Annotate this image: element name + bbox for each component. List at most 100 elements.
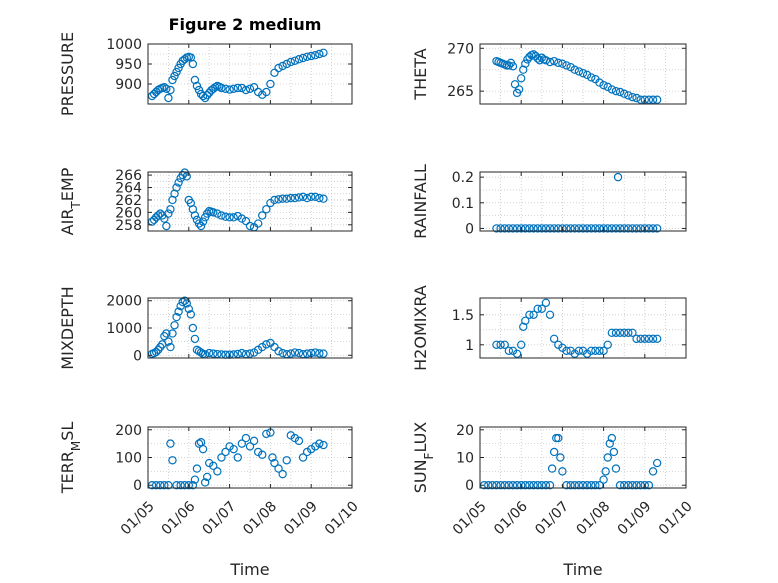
data-point bbox=[624, 224, 633, 233]
data-point bbox=[233, 83, 242, 93]
data-point bbox=[237, 83, 247, 93]
data-point bbox=[190, 211, 200, 220]
data-point bbox=[574, 481, 584, 490]
data-point bbox=[166, 85, 175, 95]
y-label-part: SL bbox=[58, 422, 77, 441]
data-point bbox=[648, 334, 658, 343]
y-tick-label: 264 bbox=[115, 181, 142, 197]
data-point bbox=[652, 458, 662, 468]
data-point bbox=[198, 444, 208, 454]
data-point bbox=[488, 481, 497, 490]
data-point bbox=[533, 481, 542, 490]
data-point bbox=[196, 221, 206, 231]
data-point bbox=[229, 84, 238, 94]
y-tick-label: 266 bbox=[115, 168, 142, 184]
data-point bbox=[213, 209, 222, 218]
y-label-part: LUX bbox=[411, 422, 430, 453]
data-point bbox=[190, 75, 200, 85]
data-point bbox=[607, 85, 617, 94]
data-point bbox=[652, 334, 662, 343]
data-point bbox=[519, 322, 528, 331]
data-point bbox=[188, 323, 198, 333]
data-point bbox=[545, 224, 555, 233]
data-point bbox=[492, 224, 501, 233]
data-point bbox=[611, 224, 621, 233]
subplot-5: 0 1000 2000 MIXDEPTH bbox=[58, 286, 353, 370]
data-point bbox=[632, 93, 641, 103]
x-tick-label: 01/05 bbox=[450, 498, 490, 538]
y-tick-label: 262 bbox=[115, 193, 142, 209]
data-point bbox=[599, 80, 608, 90]
axes-frame bbox=[479, 171, 687, 232]
x-tick-label: 01/09 bbox=[281, 498, 321, 538]
data-point bbox=[286, 349, 295, 358]
data-point bbox=[582, 70, 592, 80]
data-point bbox=[160, 214, 169, 223]
data-point bbox=[562, 224, 571, 233]
data-point bbox=[156, 481, 165, 490]
data-point bbox=[258, 450, 267, 459]
data-point bbox=[603, 224, 612, 233]
data-point bbox=[237, 439, 247, 448]
data-point bbox=[615, 328, 625, 337]
data-point bbox=[202, 90, 212, 100]
data-point bbox=[535, 56, 544, 65]
data-point bbox=[525, 52, 534, 62]
data-point bbox=[194, 219, 204, 228]
data-point bbox=[151, 481, 161, 490]
y-label-part: AIR bbox=[58, 209, 77, 236]
data-point bbox=[562, 61, 571, 70]
y-axis-label: TERRMSL bbox=[58, 422, 83, 495]
data-point bbox=[245, 84, 255, 94]
data-point bbox=[302, 193, 312, 203]
data-point bbox=[595, 481, 604, 490]
data-point bbox=[587, 224, 596, 233]
data-point bbox=[620, 89, 629, 98]
y-label-part: TERR bbox=[58, 451, 77, 494]
data-point bbox=[484, 481, 493, 490]
y-tick-label: 0.2 bbox=[452, 170, 474, 186]
data-point bbox=[644, 334, 654, 343]
data-point bbox=[648, 224, 658, 233]
data-point bbox=[566, 224, 575, 233]
data-point bbox=[241, 216, 251, 226]
y-tick-label: 0 bbox=[465, 478, 474, 494]
data-point bbox=[164, 337, 173, 346]
subplot-6: 1 1.5 H2OMIXRA bbox=[411, 285, 687, 371]
data-point bbox=[166, 439, 175, 448]
data-point bbox=[521, 59, 530, 68]
data-point bbox=[192, 464, 202, 473]
data-point bbox=[315, 193, 324, 203]
data-point bbox=[566, 62, 575, 72]
y-tick-label: 10 bbox=[456, 451, 474, 467]
data-point bbox=[184, 304, 193, 314]
data-point bbox=[601, 467, 610, 476]
data-point bbox=[615, 87, 625, 97]
data-point bbox=[570, 481, 579, 490]
data-point bbox=[632, 224, 641, 233]
data-point bbox=[237, 348, 247, 358]
data-point bbox=[500, 340, 509, 349]
data-point bbox=[164, 209, 173, 218]
data-point bbox=[574, 224, 584, 233]
y-axis-label: H2OMIXRA bbox=[411, 285, 430, 371]
data-point bbox=[282, 456, 291, 465]
subplot-2: 265 270 THETA bbox=[411, 41, 687, 105]
data-point bbox=[570, 224, 579, 233]
y-tick-label: 270 bbox=[447, 41, 474, 57]
data-point bbox=[541, 224, 551, 233]
data-point bbox=[640, 481, 650, 490]
data-point bbox=[599, 224, 608, 233]
data-point bbox=[605, 439, 614, 448]
data-point bbox=[194, 85, 204, 95]
data-point bbox=[595, 346, 604, 355]
data-point bbox=[190, 475, 200, 484]
data-point bbox=[648, 467, 658, 476]
data-point bbox=[549, 56, 559, 66]
data-point bbox=[174, 307, 183, 316]
data-point bbox=[558, 59, 567, 68]
data-point bbox=[172, 481, 181, 490]
x-tick-label: 01/10 bbox=[322, 498, 362, 538]
data-point bbox=[504, 61, 514, 70]
